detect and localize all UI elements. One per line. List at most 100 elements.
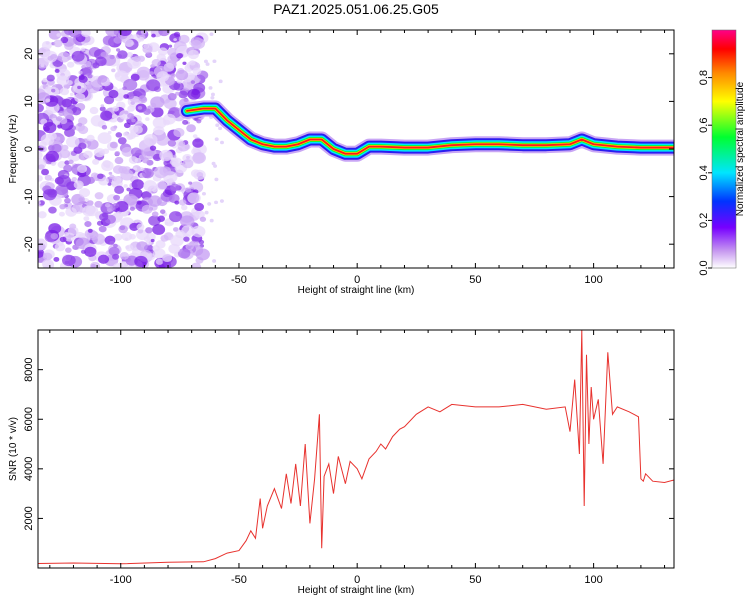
noise-blob	[192, 134, 198, 139]
colorbar-gradient	[712, 30, 736, 268]
noise-blob	[140, 30, 148, 35]
noise-blob	[65, 247, 72, 253]
top-y-tick-label: 20	[23, 48, 35, 60]
noise-blob	[201, 191, 206, 196]
snr-panel: -100 -50 0 50 100 2000 4000 6000 8000 Height of …	[8, 329, 675, 596]
noise-blob	[159, 149, 173, 162]
noise-blob	[164, 221, 169, 226]
noise-blob	[45, 98, 51, 103]
noise-blob	[126, 187, 131, 192]
noise-blob	[151, 58, 161, 67]
noise-blob	[57, 124, 63, 129]
noise-blob	[100, 110, 113, 121]
noise-blob	[92, 62, 100, 69]
noise-blob	[38, 200, 41, 206]
colorbar-tick-label: 0.2	[698, 213, 710, 228]
noise-blob	[38, 151, 43, 159]
noise-blob	[176, 52, 184, 59]
noise-blob	[136, 223, 145, 231]
noise-blob	[118, 30, 132, 37]
noise-blob	[127, 132, 136, 140]
noise-blob	[123, 184, 128, 188]
noise-blob	[109, 240, 115, 245]
noise-blob	[64, 197, 71, 204]
noise-blob	[185, 243, 194, 251]
noise-blob	[119, 109, 132, 120]
noise-blob	[129, 206, 135, 211]
top-y-tick-label: 10	[23, 95, 35, 107]
noise-blob	[65, 207, 77, 217]
noise-blob	[185, 187, 192, 193]
noise-blob	[175, 230, 186, 239]
noise-blob	[130, 147, 142, 157]
noise-blob	[77, 122, 83, 127]
noise-blob	[187, 192, 201, 204]
figure-title: PAZ1.2025.051.06.25.G05	[273, 1, 439, 17]
noise-blob	[86, 139, 99, 150]
noise-blob	[84, 229, 97, 239]
noise-blob	[192, 67, 202, 75]
noise-blob	[67, 55, 73, 61]
noise-blob	[117, 137, 127, 145]
noise-blob	[40, 118, 48, 125]
noise-blob	[158, 30, 170, 37]
noise-blob	[92, 158, 100, 165]
noise-blob	[138, 95, 147, 102]
noise-blob	[137, 69, 150, 81]
noise-blob	[71, 50, 85, 62]
noise-blob	[209, 218, 214, 223]
noise-blob	[68, 159, 74, 165]
noise-blob	[214, 177, 219, 182]
noise-blob	[123, 193, 138, 206]
noise-blob	[84, 246, 97, 258]
colorbar-tick-label: 0.4	[698, 165, 710, 180]
noise-blob	[51, 88, 56, 93]
noise-blob	[149, 71, 155, 76]
noise-blob	[56, 175, 72, 188]
noise-blob	[74, 92, 86, 103]
noise-blob	[116, 48, 121, 52]
noise-blob	[170, 183, 180, 192]
noise-blob	[187, 88, 201, 100]
noise-blob	[54, 242, 66, 252]
noise-blob	[113, 243, 118, 248]
noise-blob	[143, 180, 157, 192]
noise-blob	[107, 130, 112, 134]
noise-blob	[77, 85, 82, 90]
noise-blob	[82, 66, 93, 76]
noise-blob	[215, 123, 220, 127]
noise-blob	[198, 239, 205, 245]
noise-blob	[118, 261, 128, 268]
noise-blob	[38, 175, 43, 182]
noise-blob	[178, 90, 188, 99]
noise-blob	[93, 147, 106, 158]
noise-blob	[66, 80, 73, 86]
noise-blob	[121, 146, 134, 157]
bottom-y-tick-label: 6000	[23, 407, 35, 431]
noise-blob	[100, 51, 108, 58]
noise-blob	[167, 92, 177, 101]
noise-blob	[150, 96, 165, 109]
noise-blob	[85, 49, 90, 53]
noise-blob	[110, 43, 114, 47]
noise-blob	[120, 169, 134, 181]
noise-blob	[195, 248, 210, 261]
noise-blob	[168, 44, 173, 48]
noise-blob	[192, 138, 204, 148]
noise-blob	[180, 215, 195, 228]
noise-blob	[199, 216, 207, 222]
colorbar-tick-label: 0.8	[698, 70, 710, 85]
noise-blob	[214, 200, 219, 205]
bottom-x-axis-label: Height of straight line (km)	[298, 585, 415, 596]
noise-blob	[42, 188, 57, 201]
noise-blob	[86, 176, 95, 184]
noise-blob	[42, 252, 53, 261]
noise-blob	[111, 68, 116, 73]
noise-blob	[167, 47, 178, 57]
noise-blob	[160, 234, 169, 242]
noise-blob	[53, 39, 63, 48]
top-y-axis-label: Frequency (Hz)	[8, 115, 19, 184]
noise-blob	[56, 33, 61, 37]
noise-blob	[40, 63, 45, 68]
noise-blob	[167, 139, 177, 147]
